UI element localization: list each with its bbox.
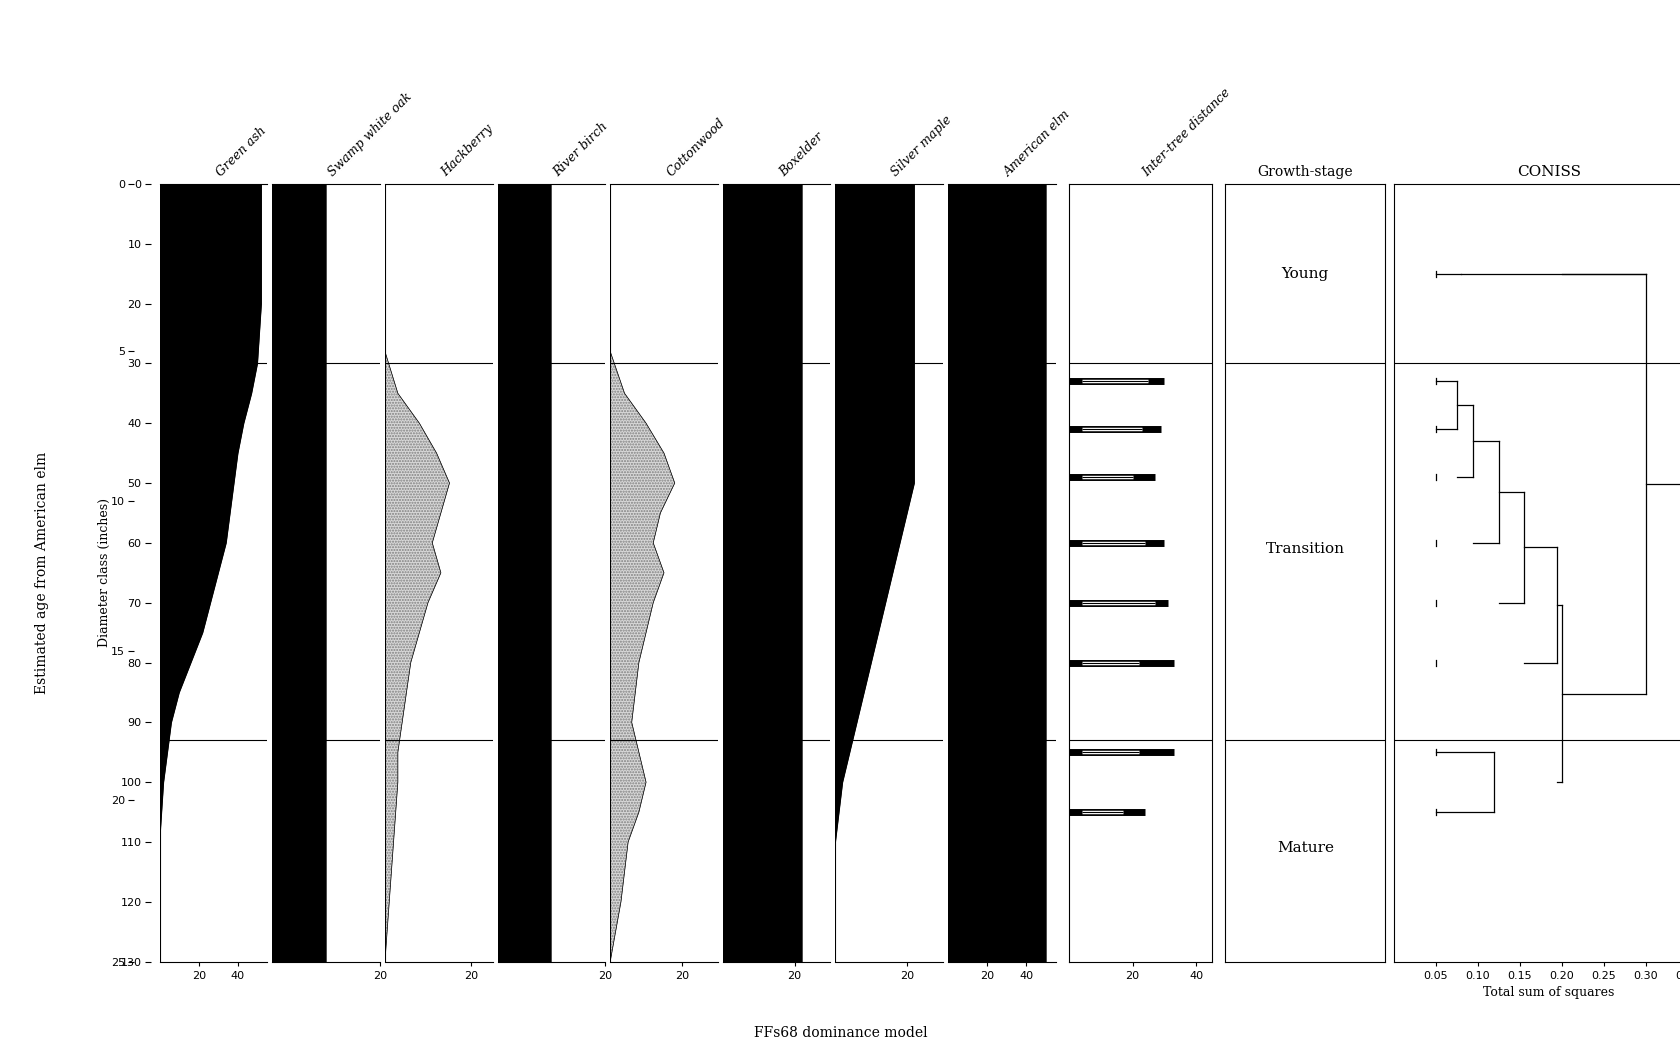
Text: Young: Young [1280, 267, 1329, 281]
Text: Mature: Mature [1277, 841, 1332, 856]
Text: Growth-stage: Growth-stage [1257, 165, 1352, 179]
Text: Diameter class (inches): Diameter class (inches) [97, 498, 111, 647]
Text: Swamp white oak: Swamp white oak [326, 90, 415, 179]
Text: Cottonwood: Cottonwood [664, 116, 727, 179]
Text: CONISS: CONISS [1515, 165, 1581, 179]
Text: Silver maple: Silver maple [889, 114, 954, 179]
Text: Inter-tree distance: Inter-tree distance [1141, 85, 1233, 179]
Text: Hackberry: Hackberry [438, 122, 496, 179]
Text: Green ash: Green ash [213, 124, 269, 179]
Text: Transition: Transition [1265, 542, 1344, 556]
Text: FFs68 dominance model: FFs68 dominance model [753, 1027, 927, 1040]
Text: Estimated age from American elm: Estimated age from American elm [35, 452, 49, 694]
X-axis label: Total sum of squares: Total sum of squares [1482, 986, 1614, 1000]
Text: Boxelder: Boxelder [776, 129, 825, 179]
Text: River birch: River birch [551, 120, 610, 179]
Text: American elm: American elm [1001, 107, 1072, 179]
